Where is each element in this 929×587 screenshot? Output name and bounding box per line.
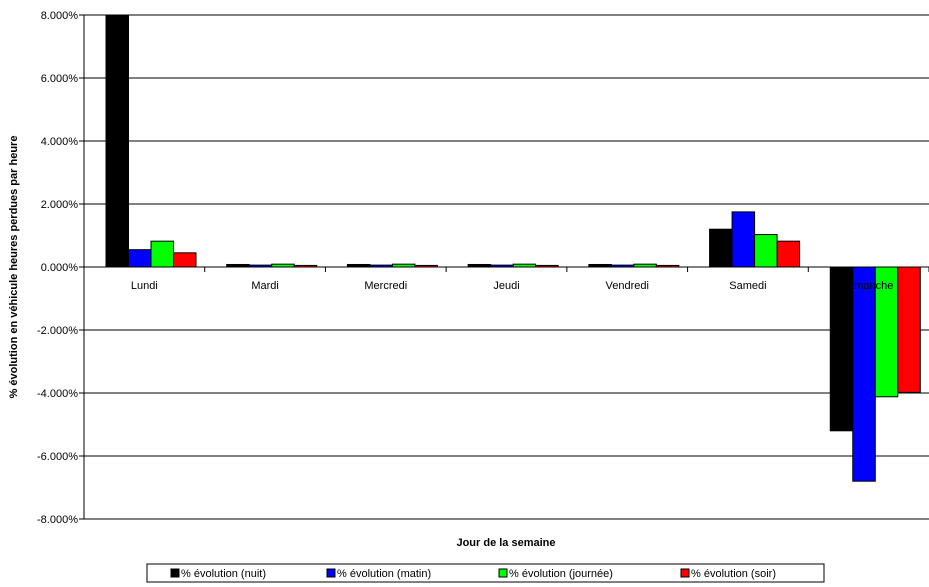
x-category-label: Jeudi bbox=[493, 280, 519, 292]
y-axis-title: % évolution en véhicule heures perdues p… bbox=[8, 136, 20, 399]
bars bbox=[105, 14, 921, 482]
x-category-label: Samedi bbox=[729, 280, 766, 292]
y-tick-label: -8.000% bbox=[37, 514, 78, 526]
bar-2-dimanche bbox=[852, 266, 876, 482]
x-category-label: Vendredi bbox=[605, 280, 648, 292]
y-tick-label: 2.000% bbox=[41, 199, 79, 211]
legend-swatch bbox=[680, 568, 690, 578]
bar-4-lundi bbox=[173, 252, 197, 268]
y-tick-label: -4.000% bbox=[37, 388, 78, 400]
x-category-label: Dimanche bbox=[844, 280, 894, 292]
legend-label: % évolution (matin) bbox=[337, 568, 431, 580]
y-tick-label: 4.000% bbox=[41, 136, 79, 148]
y-tick-label: 0.000% bbox=[41, 262, 79, 274]
x-axis-category-labels: Lundi Mardi Mercredi Jeudi Vendredi Samedi Dim… bbox=[131, 280, 894, 292]
bar-2-lundi bbox=[128, 249, 152, 268]
x-category-label: Mardi bbox=[251, 280, 279, 292]
bar-2-samedi bbox=[731, 211, 756, 268]
bar-1-lundi bbox=[105, 14, 129, 268]
y-tick-label: 6.000% bbox=[41, 73, 79, 85]
legend-swatch bbox=[170, 568, 180, 578]
bar-1-samedi bbox=[709, 228, 733, 268]
legend-box bbox=[146, 563, 825, 583]
axes bbox=[83, 15, 929, 519]
x-category-label: Lundi bbox=[131, 280, 158, 292]
x-category-label: Mercredi bbox=[364, 280, 407, 292]
bar-3-samedi bbox=[754, 234, 778, 268]
bar-3-lundi bbox=[150, 240, 174, 268]
legend-label: % évolution (soir) bbox=[691, 568, 776, 580]
bar-4-dimanche bbox=[897, 266, 921, 393]
legend-swatch bbox=[498, 568, 508, 578]
y-tick-label: 8.000% bbox=[41, 10, 79, 22]
x-axis-title: Jour de la semaine bbox=[456, 537, 555, 549]
bar-4-samedi bbox=[776, 240, 801, 268]
legend: % évolution (nuit) % évolution (matin) % é… bbox=[146, 563, 825, 583]
legend-label: % évolution (nuit) bbox=[181, 568, 266, 580]
y-axis-tick-labels: -8.000% -6.000% -4.000% -2.000% 0.000% 2.000%… bbox=[37, 10, 78, 526]
y-tick-label: -2.000% bbox=[37, 325, 78, 337]
y-tick-label: -6.000% bbox=[37, 451, 78, 463]
legend-label: % évolution (journée) bbox=[509, 568, 613, 580]
legend-swatch bbox=[326, 568, 336, 578]
